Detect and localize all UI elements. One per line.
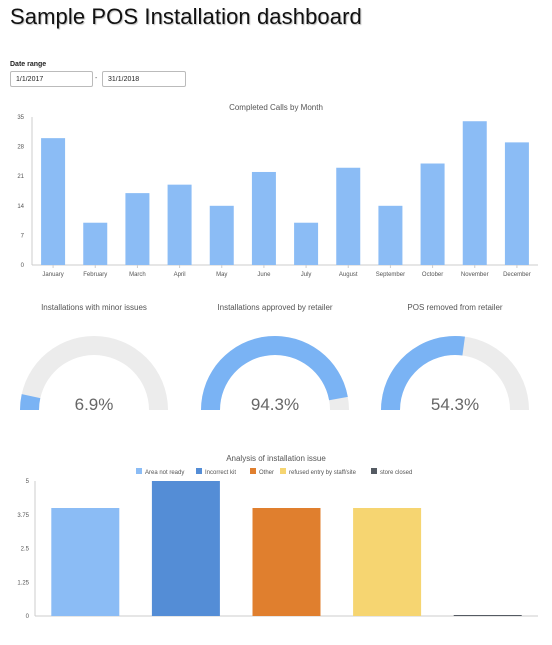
y-tick-label: 35 [17,115,24,121]
gauge-title: POS removed from retailer [407,303,502,312]
bar-november [462,121,487,265]
x-tick-label: December [503,272,531,278]
bar-january [41,138,66,265]
legend-label: refused entry by staff/site [289,470,357,476]
gauge-fill-approved-by-retailer [201,335,348,410]
bar-december [504,142,529,265]
bar-april [167,184,192,265]
end-date-input[interactable] [102,71,186,87]
y-tick-label: 21 [17,174,24,180]
bar-refused-entry-by-staff-site [353,508,422,616]
y-tick-label: 0 [26,614,30,620]
x-tick-label: October [422,272,443,278]
start-date-input[interactable] [10,71,93,87]
y-tick-label: 2.5 [21,547,30,553]
gauges-panel: Installations with minor issues 6.9% Insta… [19,303,529,414]
x-tick-label: June [257,272,271,278]
gauge-value: 94.3% [251,395,299,414]
x-tick-label: April [174,272,186,278]
bar-other [252,508,321,616]
legend-swatch [280,468,286,474]
x-tick-label: August [339,272,358,278]
y-tick-label: 5 [26,479,30,485]
bar-september [378,205,403,265]
chart-title: Completed Calls by Month [229,103,323,112]
legend-swatch [196,468,202,474]
page-title: Sample POS Installation dashboard [10,4,362,29]
date-range-label: Date range [10,61,47,68]
completed-calls-chart: Completed Calls by Month 0 7 14 21 28 35 Januar… [17,103,538,278]
bar-area-not-ready [51,508,120,616]
bar-february [83,222,108,265]
x-tick-label: September [376,272,405,278]
legend-label: Incorrect kit [205,470,236,476]
legend-swatch [136,468,142,474]
y-tick-label: 3.75 [17,513,29,519]
y-tick-label: 14 [17,204,24,210]
x-tick-label: March [129,272,146,278]
legend-swatch [371,468,377,474]
gauge-track-minor-issues [20,336,168,410]
bar-july [294,222,319,265]
y-tick-label: 7 [21,233,25,239]
gauge-title: Installations approved by retailer [217,303,333,312]
x-tick-label: November [461,272,489,278]
y-tick-label: 28 [17,145,24,151]
bar-august [336,167,361,265]
gauge-fill-pos-removed [380,335,465,410]
y-tick-label: 0 [21,263,25,269]
y-tick-label: 1.25 [17,580,29,586]
gauge-title: Installations with minor issues [41,303,147,312]
legend-swatch [250,468,256,474]
x-tick-label: July [301,272,312,278]
gauge-value: 6.9% [75,395,114,414]
bar-may [209,205,234,265]
legend-label: Other [259,470,274,476]
bar-october [420,163,445,265]
date-range-separator: - [95,75,98,82]
bar-store-closed [453,615,522,616]
bar-march [125,193,150,265]
chart-title: Analysis of installation issue [226,454,326,463]
x-tick-label: February [83,272,107,278]
gauge-value: 54.3% [431,395,479,414]
installation-issue-chart: Analysis of installation issue Area not r… [17,454,538,620]
bar-incorrect-kit [151,481,220,616]
gauge-fill-minor-issues [19,394,41,410]
legend-label: store closed [380,470,412,476]
bar-june [251,171,276,265]
legend-label: Area not ready [145,470,184,476]
x-tick-label: May [216,272,227,278]
x-tick-label: January [42,272,63,278]
